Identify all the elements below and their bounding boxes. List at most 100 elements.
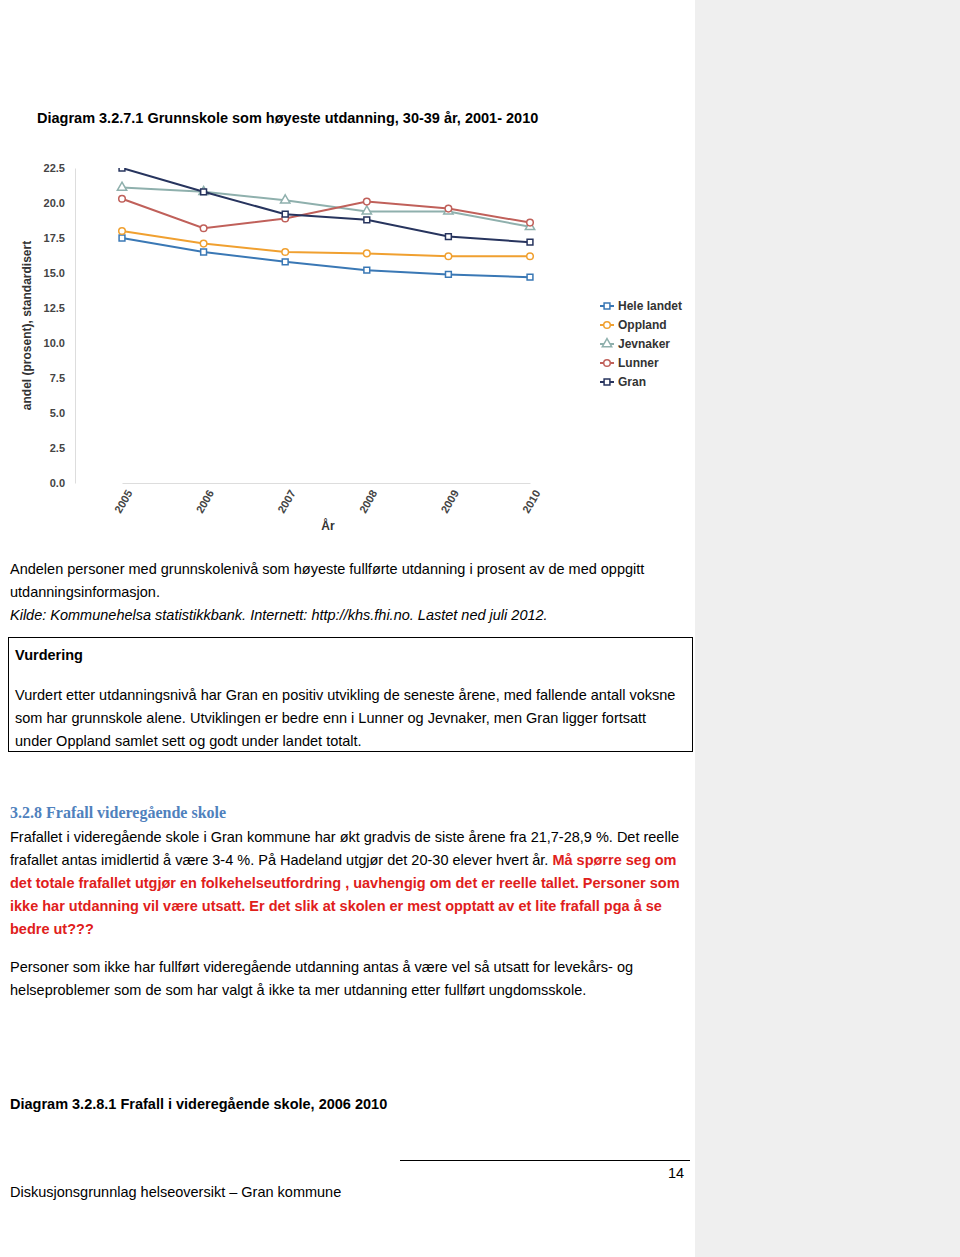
- y-tick-label: 7.5: [50, 372, 65, 384]
- y-tick: 17.5: [44, 232, 75, 244]
- source: Kilde: Kommunehelsa statistikkbank. Inte…: [10, 604, 692, 627]
- series-marker: [199, 186, 208, 194]
- y-tick-label: 15.0: [44, 267, 65, 279]
- plot-area: [117, 168, 534, 280]
- y-tick-label: 5.0: [50, 407, 65, 419]
- y-tick: 0.0: [50, 477, 75, 489]
- series-line: [122, 168, 530, 242]
- y-tick: 7.5: [50, 372, 75, 384]
- legend-marker: [604, 379, 610, 385]
- y-tick-label: 20.0: [44, 197, 65, 209]
- y-tick: 12.5: [44, 302, 75, 314]
- x-tick: 2009: [438, 483, 461, 515]
- legend-item: Lunner: [600, 356, 659, 370]
- series-marker: [527, 253, 534, 260]
- series-marker: [117, 182, 126, 190]
- chart-title: Diagram 3.2.7.1 Grunnskole som høyeste u…: [37, 107, 538, 130]
- series-marker: [364, 267, 370, 273]
- series-marker: [527, 239, 533, 245]
- x-axis: 2005 2006 2007 2008 2009 2010: [112, 483, 543, 515]
- section-paragraph: Personer som ikke har fullført videregåe…: [10, 956, 692, 1002]
- series-marker: [201, 249, 207, 255]
- x-tick-label: 2005: [112, 488, 135, 515]
- legend: Hele landet Oppland Jevnaker Lunner Gran: [600, 299, 682, 389]
- y-tick: 10.0: [44, 337, 75, 349]
- series-marker: [281, 195, 290, 203]
- legend-marker: [604, 322, 611, 329]
- x-tick-label: 2007: [275, 488, 298, 515]
- series-marker: [119, 168, 125, 171]
- section-text: Frafallet i videregående skole i Gran ko…: [10, 826, 692, 941]
- series-marker: [527, 274, 533, 280]
- series-marker: [200, 225, 207, 232]
- legend-item: Oppland: [600, 318, 667, 332]
- series-marker: [445, 205, 452, 212]
- series-marker: [362, 206, 371, 214]
- series-marker: [364, 217, 370, 223]
- footer-text: Diskusjonsgrunnlag helseoversikt – Gran …: [10, 1181, 341, 1204]
- x-tick: 2008: [357, 483, 380, 515]
- x-axis-line: [123, 483, 531, 484]
- y-tick-label: 12.5: [44, 302, 65, 314]
- series-marker: [201, 189, 207, 195]
- y-tick-label: 22.5: [44, 162, 65, 174]
- series-marker: [527, 219, 534, 226]
- legend-marker: [604, 303, 610, 309]
- legend-marker: [604, 360, 611, 367]
- legend-label: Hele landet: [618, 299, 682, 313]
- series-line: [122, 231, 530, 256]
- x-tick: 2006: [194, 483, 217, 515]
- legend-label: Gran: [618, 375, 646, 389]
- series-marker: [445, 234, 451, 240]
- x-axis-title: År: [321, 518, 335, 533]
- series-line: [122, 238, 530, 277]
- y-tick-label: 10.0: [44, 337, 65, 349]
- legend-label: Lunner: [618, 356, 659, 370]
- y-tick: 22.5: [44, 162, 75, 174]
- assessment-text: Vurdert etter utdanningsnivå har Gran en…: [15, 684, 686, 753]
- series-marker: [364, 198, 371, 205]
- series-marker: [282, 259, 288, 265]
- y-tick: 20.0: [44, 197, 75, 209]
- chart: 0.0 2.5 5.0 7.5 10.0 12.5 15.0 17.5 20.0 22.5 2005…: [0, 140, 695, 540]
- series-marker: [444, 206, 453, 214]
- y-axis: 0.0 2.5 5.0 7.5 10.0 12.5 15.0 17.5 20.0 22.5: [44, 162, 76, 489]
- series-marker: [119, 235, 125, 241]
- y-tick: 2.5: [50, 442, 75, 454]
- series-line: [122, 199, 530, 228]
- assessment-box: Vurdering Vurdert etter utdanningsnivå ha…: [8, 637, 693, 752]
- x-tick-label: 2009: [438, 488, 461, 515]
- series-marker: [200, 240, 207, 247]
- series-marker: [119, 228, 126, 235]
- legend-label: Oppland: [618, 318, 667, 332]
- series-marker: [445, 253, 452, 260]
- y-axis-title: andel (prosent), standardisert: [20, 241, 34, 410]
- y-tick: 5.0: [50, 407, 75, 419]
- footer-rule: [400, 1160, 690, 1161]
- series-marker: [282, 249, 289, 256]
- y-tick: 15.0: [44, 267, 75, 279]
- y-tick-label: 2.5: [50, 442, 65, 454]
- assessment-heading: Vurdering: [15, 644, 686, 667]
- legend-item: Hele landet: [600, 299, 682, 313]
- y-tick-label: 0.0: [50, 477, 65, 489]
- x-tick-label: 2010: [520, 488, 543, 515]
- comment-pane: [695, 0, 960, 1257]
- page-number: 14: [668, 1162, 684, 1185]
- x-tick: 2005: [112, 483, 135, 515]
- series-marker: [445, 271, 451, 277]
- legend-item: Gran: [600, 375, 646, 389]
- x-tick: 2007: [275, 483, 298, 515]
- y-tick-label: 17.5: [44, 232, 65, 244]
- x-tick: 2010: [520, 483, 543, 515]
- series-marker: [364, 250, 371, 257]
- series-marker: [119, 196, 126, 203]
- legend-marker: [602, 339, 611, 347]
- x-tick-label: 2008: [357, 488, 380, 515]
- legend-item: Jevnaker: [600, 337, 670, 351]
- caption: Andelen personer med grunnskolenivå som …: [10, 558, 692, 604]
- next-chart-title: Diagram 3.2.8.1 Frafall i videregående s…: [10, 1093, 387, 1116]
- y-axis-line: [75, 169, 76, 484]
- x-tick-label: 2006: [194, 488, 217, 515]
- legend-label: Jevnaker: [618, 337, 670, 351]
